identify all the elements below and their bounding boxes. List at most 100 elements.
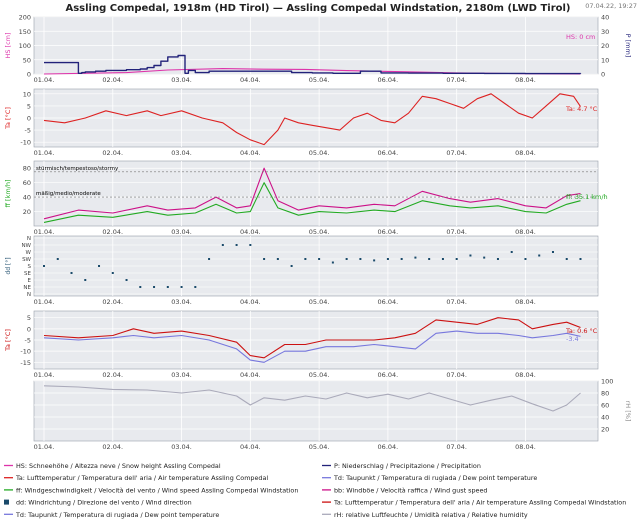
- chart-title: Assling Compedal, 1918m (HD Tirol) — Ass…: [65, 3, 570, 14]
- x-tick-label: 02.04.: [102, 76, 123, 84]
- x-tick-label: 07.04.: [446, 76, 467, 84]
- value-readout: ff: 35.1 km/h: [566, 193, 608, 201]
- series-Ta: [43, 317, 581, 359]
- x-tick-label: 05.04.: [309, 149, 330, 157]
- y-tick-label-right: 100: [601, 378, 613, 386]
- y-tick-label: -15: [20, 359, 31, 367]
- y-tick-label: 0: [27, 115, 31, 123]
- dd-point: [208, 258, 211, 260]
- x-tick-label: 03.04.: [171, 228, 192, 236]
- dd-point: [194, 286, 197, 288]
- dd-point: [386, 258, 389, 260]
- y-tick-label-right: 10: [601, 56, 609, 64]
- x-tick-label: 07.04.: [446, 371, 467, 379]
- legend-item: HS: Schneehöhe / Altezza neve / Snow hei…: [4, 462, 221, 470]
- x-tick-label: 01.04.: [34, 76, 55, 84]
- y-tick-label: NE: [23, 285, 31, 291]
- y-tick-label: 40: [23, 194, 31, 202]
- legend-item: Td: Taupunkt / Temperatura di rugiada / …: [322, 474, 537, 482]
- value-readout: Ta: 4.7 °C: [565, 105, 598, 113]
- x-tick-label: 06.04.: [378, 443, 399, 451]
- legend-label: Ta: Lufttemperatur / Temperatura dell' a…: [15, 474, 268, 482]
- y-tick-label: 50: [23, 56, 31, 64]
- dd-point: [98, 265, 101, 267]
- series-bb: [43, 167, 581, 220]
- x-tick-label: 01.04.: [34, 443, 55, 451]
- y-tick-label: S: [28, 264, 32, 270]
- y-axis-label: Ta [°C]: [4, 329, 12, 352]
- x-tick-label: 06.04.: [378, 298, 399, 306]
- series-P: [44, 54, 582, 75]
- panel-background: [33, 380, 599, 442]
- x-tick-label: 08.04.: [515, 371, 536, 379]
- legend: HS: Schneehöhe / Altezza neve / Snow hei…: [4, 462, 626, 519]
- dd-point: [263, 258, 266, 260]
- dd-point: [565, 258, 568, 260]
- dd-point: [139, 286, 142, 288]
- dd-point: [400, 258, 403, 260]
- x-tick-label: 02.04.: [102, 149, 123, 157]
- dd-point: [510, 251, 513, 253]
- dd-point: [331, 261, 334, 264]
- x-tick-label: 05.04.: [309, 371, 330, 379]
- dd-point: [304, 258, 307, 260]
- y-tick-label: NW: [21, 243, 31, 249]
- panel-4: 01.04. 02.04. 03.04. 04.04. 05.04. 06.04. 07.0…: [5, 235, 599, 306]
- dd-point: [551, 251, 554, 253]
- legend-item: Ta: Lufttemperatur / Temperatura dell' a…: [322, 499, 626, 507]
- dd-point: [359, 258, 362, 260]
- dd-point: [249, 244, 252, 246]
- legend-item: rH: relative Luftfeuchte / Umidità relat…: [322, 511, 528, 519]
- value-readout: -3.4: [566, 335, 579, 343]
- x-tick-label: 05.04.: [309, 298, 330, 306]
- dd-point: [56, 258, 59, 260]
- y-axis-label: ff [km/h]: [4, 179, 12, 207]
- x-tick-label: 08.04.: [515, 228, 536, 236]
- y-tick-label-right: 30: [601, 28, 609, 36]
- y-tick-label-right: 60: [601, 402, 609, 410]
- y-tick-label: 10: [23, 90, 31, 98]
- x-tick-label: 07.04.: [446, 443, 467, 451]
- threshold-label: stürmisch/tempestoso/stormy: [36, 166, 119, 172]
- dd-point: [579, 258, 582, 260]
- y-tick-label: 0: [27, 325, 31, 333]
- dd-point: [43, 265, 45, 267]
- x-tick-label: 06.04.: [378, 228, 399, 236]
- dd-point: [345, 258, 348, 260]
- x-tick-label: 04.04.: [240, 228, 261, 236]
- legend-item: Td: Taupunkt / Temperatura di rugiada / …: [4, 511, 219, 519]
- x-tick-label: 03.04.: [171, 298, 192, 306]
- dd-point: [538, 254, 541, 257]
- legend-swatch: [4, 499, 9, 505]
- y-axis-label: HS [cm]: [4, 32, 12, 58]
- y-axis-label: Ta [°C]: [4, 107, 12, 130]
- dd-point: [469, 254, 472, 257]
- dd-point: [276, 258, 279, 260]
- x-tick-label: 02.04.: [102, 298, 123, 306]
- panel-3: 01.04. 02.04. 03.04. 04.04. 05.04. 06.04. 07.0…: [4, 160, 608, 236]
- legend-item: P: Niederschlag / Precipitazione / Preci…: [322, 462, 481, 470]
- legend-label: P: Niederschlag / Precipitazione / Preci…: [334, 462, 481, 470]
- x-tick-label: 07.04.: [446, 298, 467, 306]
- x-tick-label: 01.04.: [34, 228, 55, 236]
- legend-item: Ta: Lufttemperatur / Temperatura dell' a…: [4, 474, 268, 482]
- y-tick-label-right: 40: [601, 414, 609, 422]
- x-tick-label: 04.04.: [240, 76, 261, 84]
- legend-label: dd: Windrichtung / Direzione del vento /…: [16, 499, 192, 507]
- y-tick-label: 5: [27, 314, 31, 322]
- y-tick-label: 60: [23, 179, 31, 187]
- y-tick-label: 0: [27, 71, 31, 79]
- legend-label: Ta: Lufttemperatur / Temperatura dell' a…: [333, 499, 626, 507]
- x-tick-label: 03.04.: [171, 443, 192, 451]
- dd-point: [84, 279, 87, 281]
- x-tick-label: 02.04.: [102, 228, 123, 236]
- y-tick-label: 200: [19, 14, 31, 22]
- legend-label: Td: Taupunkt / Temperatura di rugiada / …: [15, 511, 219, 519]
- y-tick-label: 150: [19, 28, 31, 36]
- legend-label: ff: Windgeschwindigkeit / Velocità del v…: [16, 486, 298, 494]
- x-tick-label: 08.04.: [515, 443, 536, 451]
- value-readout: HS: 0 cm: [566, 33, 595, 41]
- y-tick-label-right: 40: [601, 14, 609, 22]
- dd-point: [166, 286, 169, 288]
